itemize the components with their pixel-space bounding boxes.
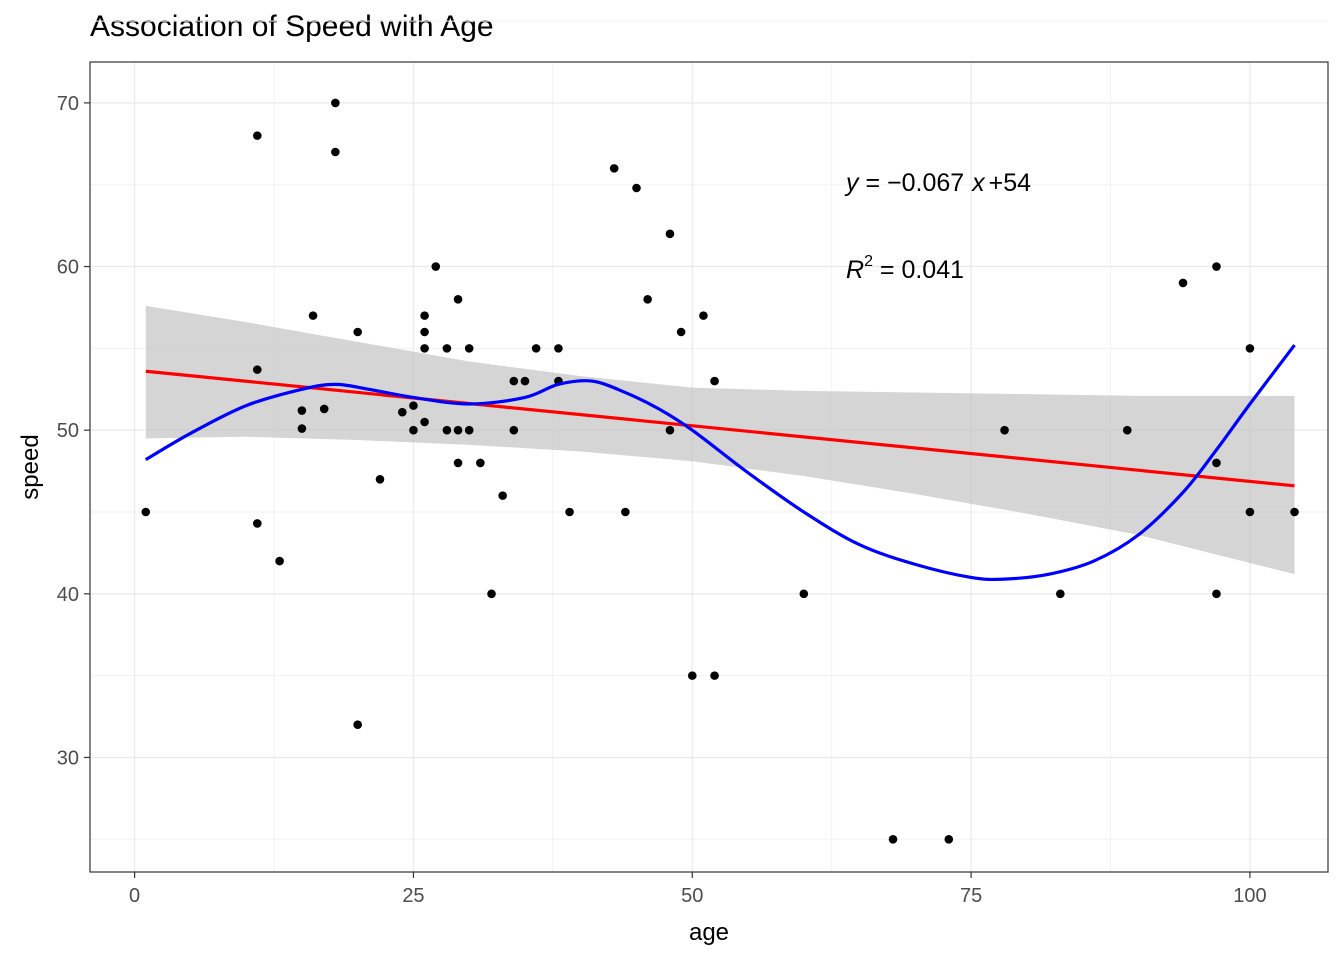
data-point xyxy=(531,344,541,353)
axis-ticks: 0 25 50 75 100 30 40 50 60 70 xyxy=(57,93,1267,907)
confidence-band-area xyxy=(145,305,1295,575)
data-point xyxy=(420,311,429,320)
data-point xyxy=(331,147,340,157)
data-point xyxy=(1290,507,1299,517)
chart-title: Association of Speed with Age xyxy=(90,10,494,43)
data-point xyxy=(1212,589,1221,599)
data-point xyxy=(498,491,507,500)
data-point xyxy=(353,720,362,730)
data-point xyxy=(464,425,474,435)
data-point xyxy=(353,327,362,337)
data-point xyxy=(297,406,307,415)
data-point xyxy=(799,589,809,599)
data-point xyxy=(453,294,463,304)
data-point xyxy=(308,311,318,320)
data-point xyxy=(409,425,418,435)
y-tick-label: 40 xyxy=(57,584,79,606)
data-point xyxy=(944,834,954,844)
y-tick-label: 70 xyxy=(57,93,79,115)
confidence-band xyxy=(145,305,1295,575)
data-point xyxy=(632,183,641,193)
x-tick-label: 25 xyxy=(402,885,424,907)
data-point xyxy=(665,229,675,239)
equation-equals: = xyxy=(859,169,888,197)
r-squared-value: = 0.041 xyxy=(873,256,964,284)
x-axis-title: age xyxy=(689,919,729,946)
data-point xyxy=(375,474,385,484)
data-point xyxy=(431,262,441,271)
data-point xyxy=(487,589,496,599)
data-point xyxy=(1000,425,1009,435)
data-point xyxy=(442,425,452,435)
data-point xyxy=(554,344,563,353)
panel-border xyxy=(89,61,1329,873)
regression-equation: y = −0.067 x +54 xyxy=(844,169,1031,197)
y-tick-label: 60 xyxy=(57,257,79,279)
linear-fit-line xyxy=(145,369,1295,488)
data-point xyxy=(464,344,474,353)
equation-minus: − xyxy=(887,169,902,197)
data-point xyxy=(141,507,151,517)
fit-lines xyxy=(144,344,1296,582)
data-point xyxy=(442,344,452,353)
data-point xyxy=(699,311,708,320)
data-point xyxy=(621,507,630,517)
data-point xyxy=(319,404,329,414)
x-tick-label: 50 xyxy=(681,885,703,907)
x-tick-label: 75 xyxy=(960,885,982,907)
data-point xyxy=(1056,589,1065,599)
data-point xyxy=(520,376,530,386)
smooth-fit-line xyxy=(144,344,1296,582)
r-squared-r: R xyxy=(846,256,864,284)
data-point xyxy=(397,407,407,417)
data-point xyxy=(509,376,519,386)
data-point xyxy=(331,98,340,108)
data-point xyxy=(676,327,686,337)
data-point xyxy=(1178,278,1188,288)
data-point xyxy=(453,458,463,468)
data-point xyxy=(252,131,262,140)
x-tick-label: 100 xyxy=(1233,885,1266,907)
data-point xyxy=(509,425,519,435)
data-point xyxy=(252,365,262,374)
data-point xyxy=(643,294,652,304)
equation-intercept: 54 xyxy=(1003,169,1031,197)
data-point xyxy=(1245,344,1255,353)
data-point xyxy=(297,424,307,433)
equation-plus: + xyxy=(989,169,1004,197)
data-point xyxy=(420,327,429,337)
data-point xyxy=(687,671,697,680)
data-point xyxy=(1212,458,1221,468)
data-point xyxy=(1122,425,1132,435)
r-squared-exponent: 2 xyxy=(864,253,873,270)
data-point xyxy=(1212,262,1221,271)
data-point xyxy=(453,425,463,435)
y-tick-label: 30 xyxy=(57,747,79,769)
data-point xyxy=(476,458,485,468)
x-tick-label: 0 xyxy=(129,885,140,907)
data-point xyxy=(252,519,262,528)
data-point xyxy=(275,556,284,566)
data-point xyxy=(420,417,429,427)
data-point xyxy=(565,507,574,517)
data-point xyxy=(710,376,719,386)
data-point xyxy=(888,834,898,844)
data-point xyxy=(420,344,429,353)
r-squared: R2 = 0.041 xyxy=(846,253,964,284)
y-axis-title: speed xyxy=(17,434,44,499)
data-point xyxy=(1245,507,1255,517)
data-point xyxy=(609,164,619,173)
data-point xyxy=(409,401,418,410)
y-tick-label: 50 xyxy=(57,420,79,442)
scatter-points xyxy=(141,98,1299,844)
equation-coefficient: 0.067 xyxy=(902,169,965,197)
data-point xyxy=(710,671,719,680)
equation-y-var: y xyxy=(844,169,860,197)
equation-x-var: x xyxy=(971,169,986,197)
data-point xyxy=(665,425,675,435)
